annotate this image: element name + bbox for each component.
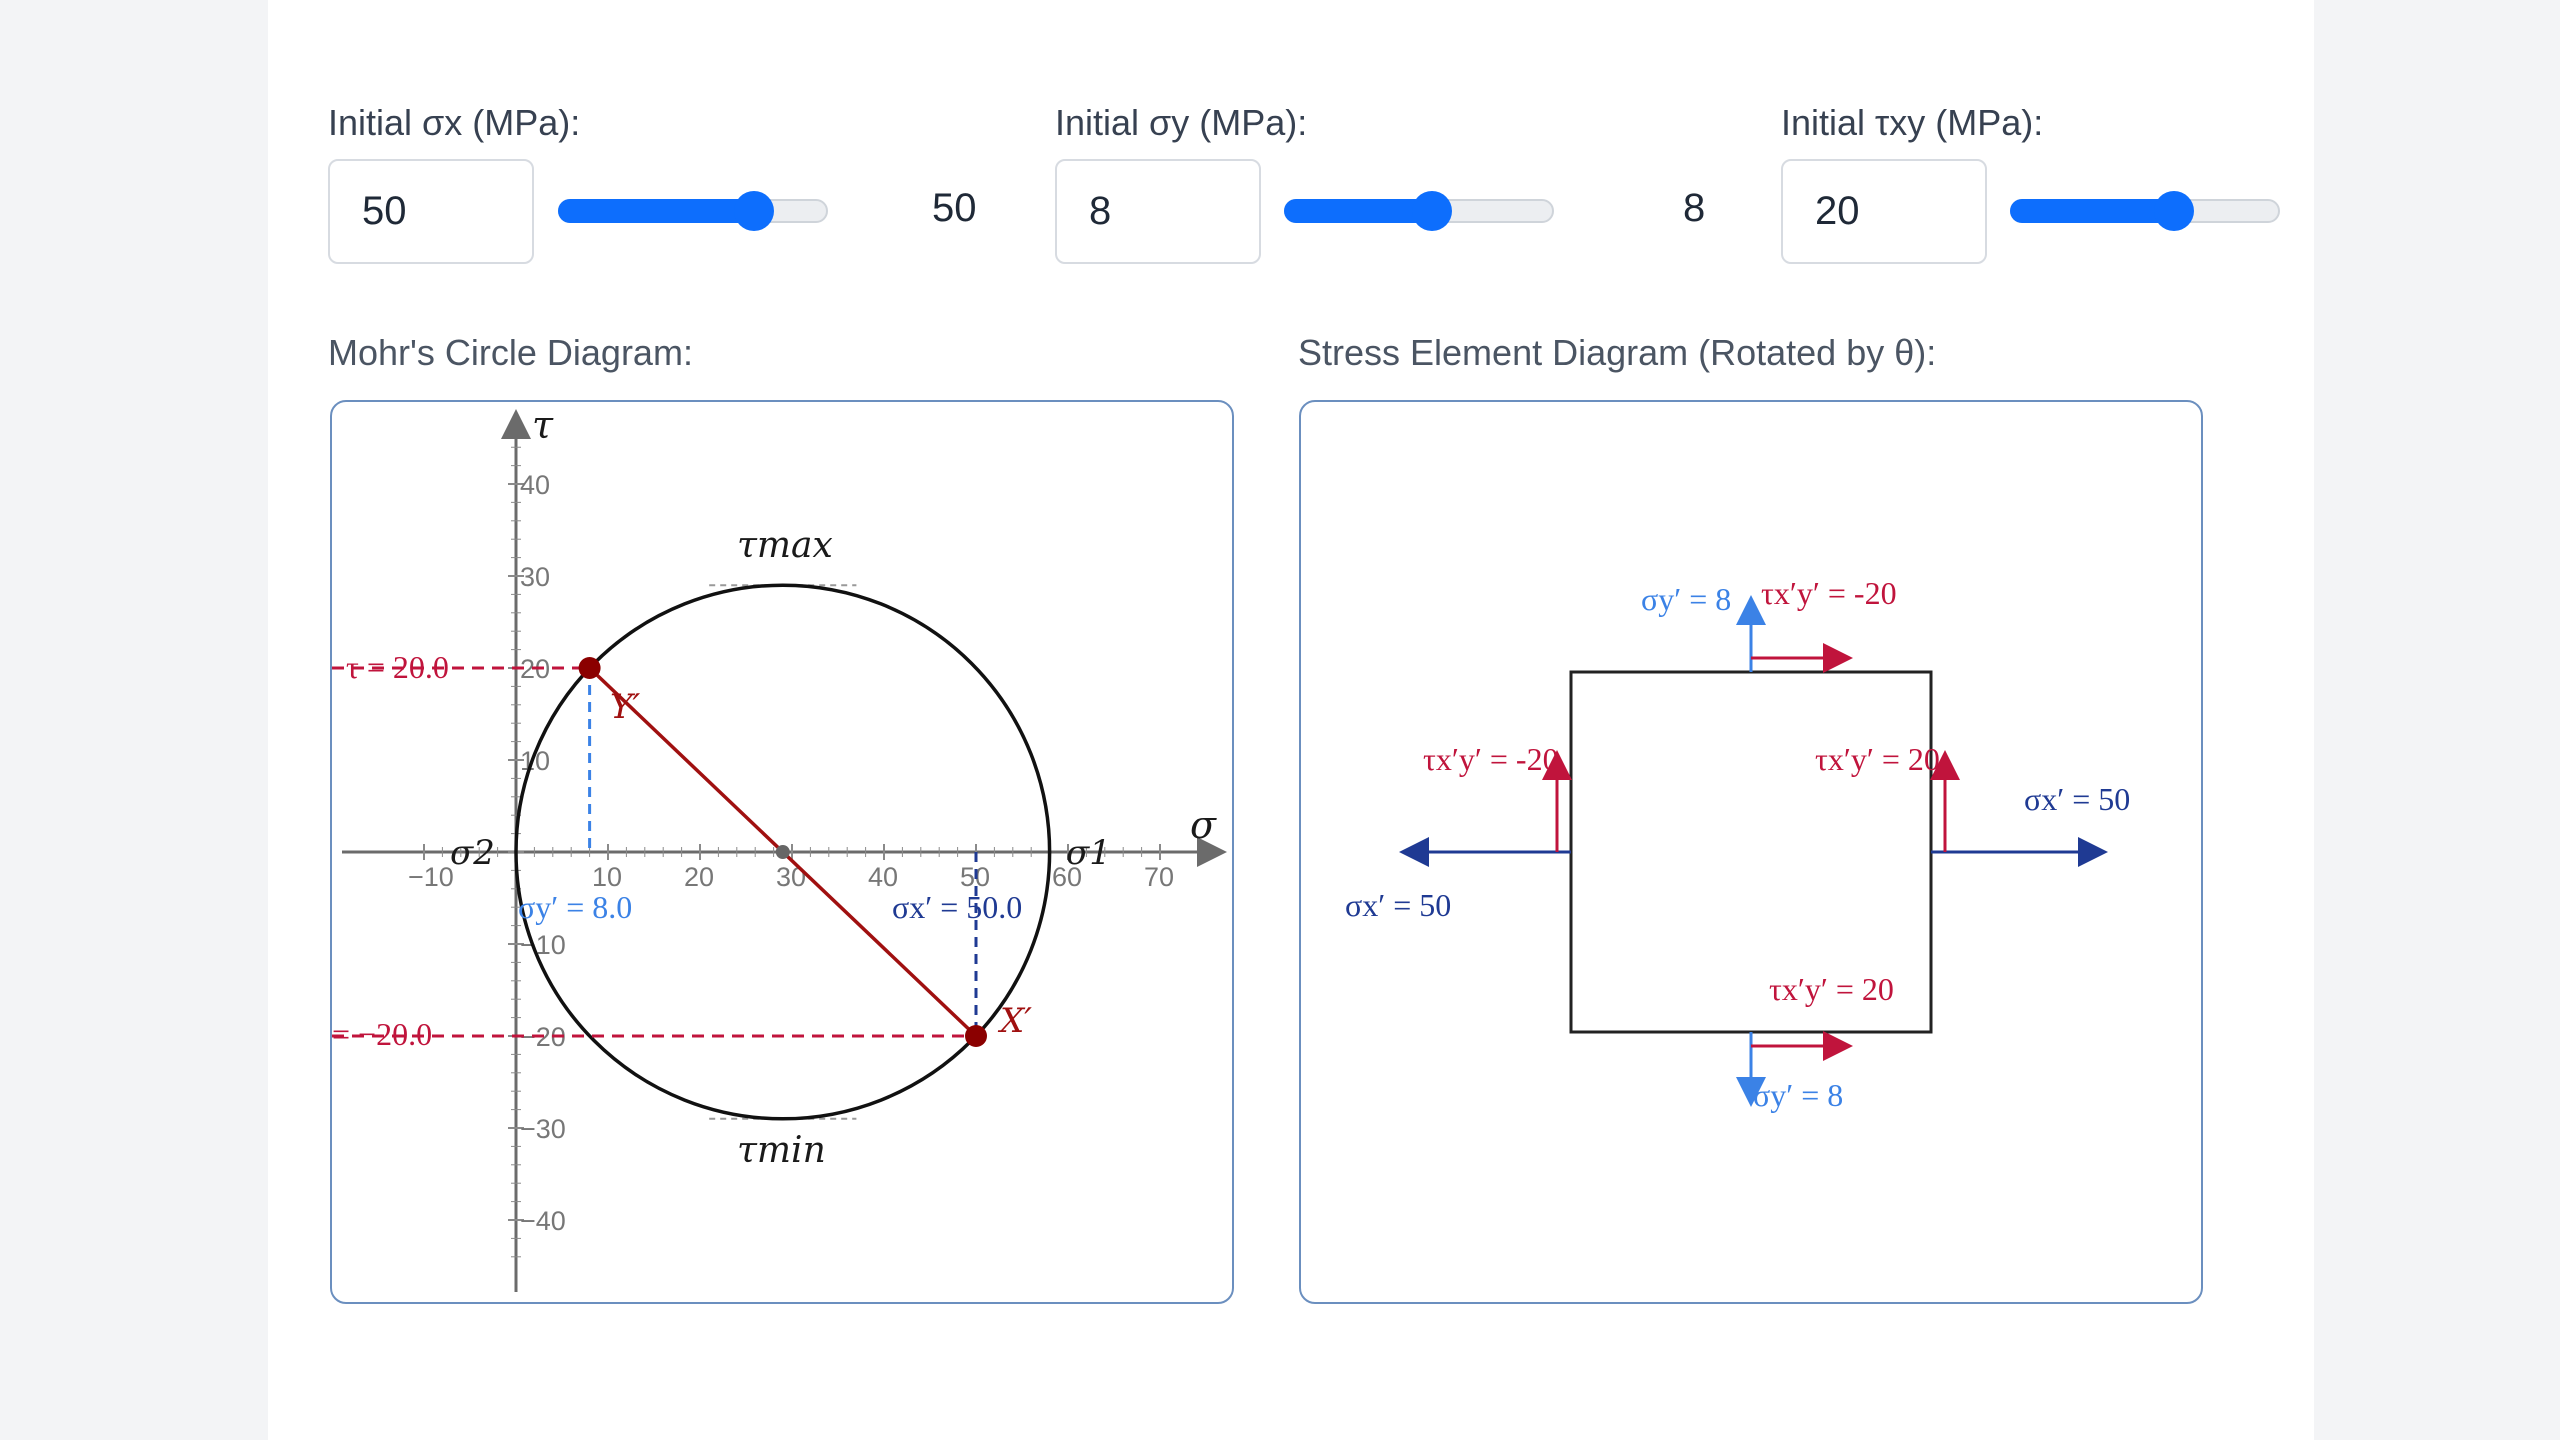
point-y-label: Y′ xyxy=(610,687,640,727)
tau-top-label: τx′y′ = -20 xyxy=(1761,575,1897,611)
sigma-x-left-label: σx′ = 50 xyxy=(1345,887,1451,923)
tau-left-label: τx′y′ = -20 xyxy=(1423,741,1559,777)
mohr-circle xyxy=(514,583,1052,1121)
sigma-y-slider[interactable] xyxy=(1284,191,1554,231)
tau-bottom-value-label: = −20.0 xyxy=(332,1016,432,1052)
y-tick-label: 30 xyxy=(520,562,550,592)
element-title: Stress Element Diagram (Rotated by θ): xyxy=(1298,332,1937,373)
tau-xy-slider-thumb[interactable] xyxy=(2154,191,2194,231)
sigma-y-slider-thumb[interactable] xyxy=(1412,191,1452,231)
sigma-y-slider-fill xyxy=(1284,199,1434,223)
sigma1-label: σ1 xyxy=(1066,833,1111,873)
sigma-x-right-label: σx′ = 50 xyxy=(2024,781,2130,817)
tau-xy-label: Initial τxy (MPa): xyxy=(1781,102,2044,143)
mohr-svg: −101020304050607040302010−10−20−30−40 τ … xyxy=(332,403,1227,1292)
y-tick-label: −30 xyxy=(520,1114,566,1144)
x-tick-label: 70 xyxy=(1144,862,1174,892)
mohr-dynamic xyxy=(332,583,1052,1121)
sigma-y-label: Initial σy (MPa): xyxy=(1055,102,1308,143)
y-tick-label: 40 xyxy=(520,470,550,500)
point-x-marker xyxy=(965,1025,987,1047)
element-panel: σy′ = 8 τx′y′ = -20 τx′y′ = -20 τx′y′ = … xyxy=(1299,400,2203,1304)
y-tick-label: −10 xyxy=(520,930,566,960)
x-tick-label: 40 xyxy=(868,862,898,892)
sigma-y-value-label: σy′ = 8.0 xyxy=(518,889,632,925)
tau-max-label: τmax xyxy=(737,525,833,566)
element-svg: σy′ = 8 τx′y′ = -20 τx′y′ = -20 τx′y′ = … xyxy=(1345,575,2130,1113)
sigma-y-readout: 8 xyxy=(1683,186,1706,230)
sigma-y-bottom-label: σy′ = 8 xyxy=(1753,1077,1843,1113)
sigma-y-top-label: σy′ = 8 xyxy=(1641,581,1731,617)
circle-center-point xyxy=(775,845,790,859)
sigma-x-input[interactable] xyxy=(328,159,534,264)
sigma-x-slider-fill xyxy=(558,199,756,223)
tau-top-value-label: τ = 20.0 xyxy=(346,649,449,685)
x-tick-label: 60 xyxy=(1052,862,1082,892)
sigma-y-input[interactable] xyxy=(1055,159,1261,264)
tau-xy-input[interactable] xyxy=(1781,159,1987,264)
x-tick-label: 30 xyxy=(776,862,806,892)
sigma-x-value-label: σx′ = 50.0 xyxy=(892,889,1022,925)
tau-xy-slider-fill xyxy=(2010,199,2176,223)
mohr-panel: −101020304050607040302010−10−20−30−40 τ … xyxy=(330,400,1234,1304)
x-tick-label: 20 xyxy=(684,862,714,892)
mohr-title: Mohr's Circle Diagram: xyxy=(328,332,693,373)
tau-min-label: τmin xyxy=(737,1130,826,1171)
main-card: Initial σx (MPa): 50 Initial σy (MPa): 8… xyxy=(268,0,2314,1440)
sigma-x-slider[interactable] xyxy=(558,191,828,231)
sigma-axis-label: σ xyxy=(1190,803,1217,847)
x-tick-label: −10 xyxy=(408,862,454,892)
tau-right-label: τx′y′ = 20 xyxy=(1815,741,1940,777)
point-y-marker xyxy=(578,657,601,679)
sigma-x-slider-thumb[interactable] xyxy=(734,191,774,231)
x-tick-label: 10 xyxy=(592,862,622,892)
y-tick-label: −40 xyxy=(520,1206,566,1236)
point-x-label: X′ xyxy=(997,1001,1032,1041)
tau-bottom-label: τx′y′ = 20 xyxy=(1769,971,1894,1007)
sigma-x-label: Initial σx (MPa): xyxy=(328,102,581,143)
sigma2-label: σ2 xyxy=(450,833,495,873)
tau-xy-slider[interactable] xyxy=(2010,191,2280,231)
tau-axis-label: τ xyxy=(532,403,554,447)
sigma-x-readout: 50 xyxy=(932,186,977,230)
